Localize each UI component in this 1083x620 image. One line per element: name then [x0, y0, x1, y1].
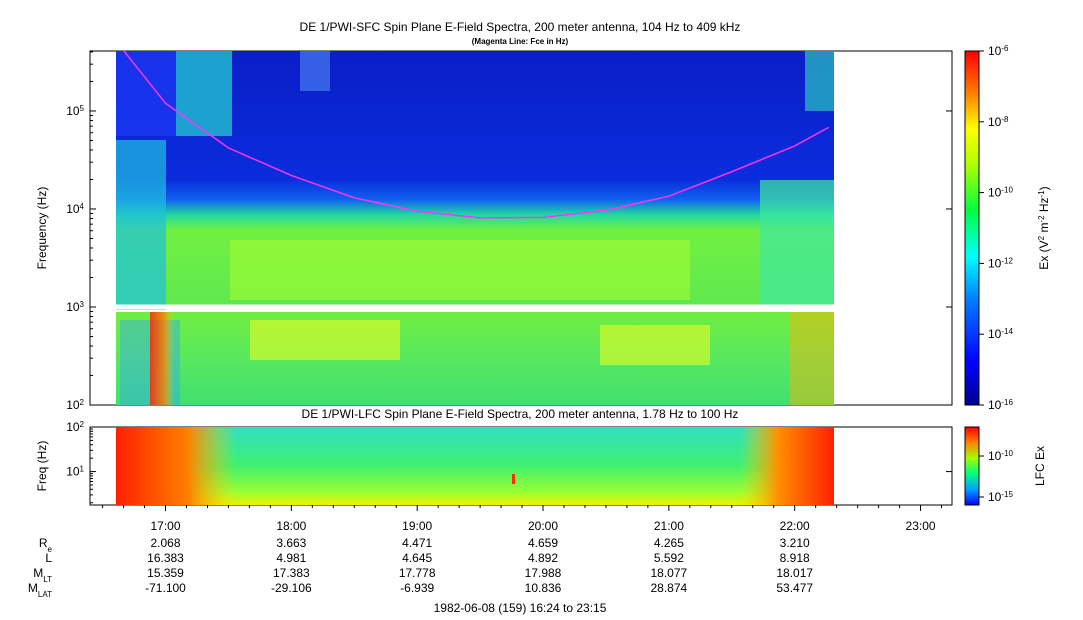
sfc-colorbar-ticks: 10-6 10-8 10-10 10-12 10-14 10-16: [979, 44, 1013, 413]
time-tick-label: 18:00: [276, 519, 306, 533]
ephemeris-value: 5.592: [654, 551, 684, 565]
lfc-y-axis: 101 102: [66, 420, 952, 504]
time-tick-label: 17:00: [150, 519, 180, 533]
lfc-ytick-label: 102: [66, 420, 84, 435]
ephemeris-value: -71.100: [145, 581, 186, 595]
ephemeris-value: 18.017: [776, 566, 813, 580]
sfc-colorbar-tick-label: 10-8: [988, 114, 1009, 129]
lfc-ytick-label: 101: [66, 464, 84, 479]
time-tick-label: 20:00: [528, 519, 558, 533]
time-axis: 17:00 18:00 19:00 20:00 21:00 22:00 23:00: [102, 505, 943, 533]
lfc-colorbar-scale: [964, 426, 980, 506]
lfc-colorbar-label: LFC Ex: [1033, 446, 1047, 486]
ephemeris-value: -29.106: [271, 581, 312, 595]
footer-time-range: 1982-06-08 (159) 16:24 to 23:15: [434, 601, 607, 615]
lfc-title: DE 1/PWI-LFC Spin Plane E-Field Spectra,…: [302, 407, 739, 421]
time-tick-label: 23:00: [906, 519, 936, 533]
ephemeris-value: 4.265: [654, 536, 684, 550]
lfc-spectrogram: [116, 427, 834, 505]
sfc-ytick-label: 105: [66, 103, 84, 118]
ephemeris-value: 4.471: [402, 536, 432, 550]
ephemeris-table: ReLMLTMLAT2.06816.38315.359-71.1003.6634…: [28, 536, 813, 599]
ephemeris-value: 16.383: [147, 551, 184, 565]
sfc-colorbar-tick-label: 10-10: [988, 185, 1013, 200]
fce-line: [123, 50, 830, 219]
ephemeris-value: 28.874: [651, 581, 688, 595]
sfc-spectrogram: [116, 51, 834, 405]
ephemeris-value: 8.918: [780, 551, 810, 565]
sfc-ytick-label: 104: [66, 201, 84, 216]
sfc-ytick-label: 103: [66, 299, 84, 314]
ephemeris-value: -6.939: [400, 581, 434, 595]
time-tick-label: 19:00: [402, 519, 432, 533]
time-tick-label: 22:00: [780, 519, 810, 533]
ephemeris-value: 3.663: [276, 536, 306, 550]
lfc-colorbar-ticks: 10-10 10-15: [979, 449, 1013, 505]
sfc-colorbar-tick-label: 10-12: [988, 256, 1013, 271]
sfc-ylabel: Frequency (Hz): [35, 187, 49, 270]
lfc-colorbar: 10-10 10-15 LFC Ex: [964, 426, 1047, 506]
ephemeris-row-label: MLAT: [28, 581, 52, 599]
sfc-panel: 102 103 104 105 Frequency (Hz): [35, 50, 953, 413]
sfc-colorbar: 10-6 10-8 10-10 10-12 10-14 10-16 Ex (V2 m-2 …: [964, 44, 1052, 413]
ephemeris-row-label: MLT: [33, 566, 52, 584]
ephemeris-value: 17.988: [525, 566, 562, 580]
sfc-colorbar-label: Ex (V2 m-2 Hz-1): [1037, 186, 1052, 269]
sfc-colorbar-tick-label: 10-16: [988, 398, 1013, 413]
ephemeris-value: 2.068: [150, 536, 180, 550]
sfc-band-gap: [116, 304, 834, 310]
ephemeris-value: 4.645: [402, 551, 432, 565]
time-tick-label: 21:00: [654, 519, 684, 533]
sfc-colorbar-tick-label: 10-14: [988, 327, 1013, 342]
lfc-panel: 101 102 Freq (Hz) 17:00 18:00 19:00 20:00 21:…: [35, 420, 953, 533]
lfc-ylabel: Freq (Hz): [35, 441, 49, 492]
ephemeris-row-label: Re: [39, 536, 53, 554]
ephemeris-value: 4.659: [528, 536, 558, 550]
ephemeris-value: 17.383: [273, 566, 310, 580]
sfc-title: DE 1/PWI-SFC Spin Plane E-Field Spectra,…: [300, 20, 741, 34]
sfc-colorbar-scale: [964, 50, 980, 406]
ephemeris-value: 3.210: [780, 536, 810, 550]
sfc-ytick-label: 102: [66, 398, 84, 413]
ephemeris-value: 4.892: [528, 551, 558, 565]
lfc-colorbar-tick-label: 10-10: [988, 449, 1013, 464]
lfc-colorbar-tick-label: 10-15: [988, 490, 1013, 505]
ephemeris-value: 4.981: [276, 551, 306, 565]
ephemeris-row-label: L: [45, 551, 52, 565]
ephemeris-value: 10.836: [525, 581, 562, 595]
sfc-colorbar-tick-label: 10-6: [988, 44, 1009, 59]
ephemeris-value: 53.477: [776, 581, 813, 595]
ephemeris-value: 15.359: [147, 566, 184, 580]
sfc-y-axis: 102 103 104 105: [66, 51, 952, 413]
sfc-subtitle: (Magenta Line: Fce in Hz): [472, 37, 569, 46]
ephemeris-value: 17.778: [399, 566, 436, 580]
ephemeris-value: 18.077: [651, 566, 688, 580]
